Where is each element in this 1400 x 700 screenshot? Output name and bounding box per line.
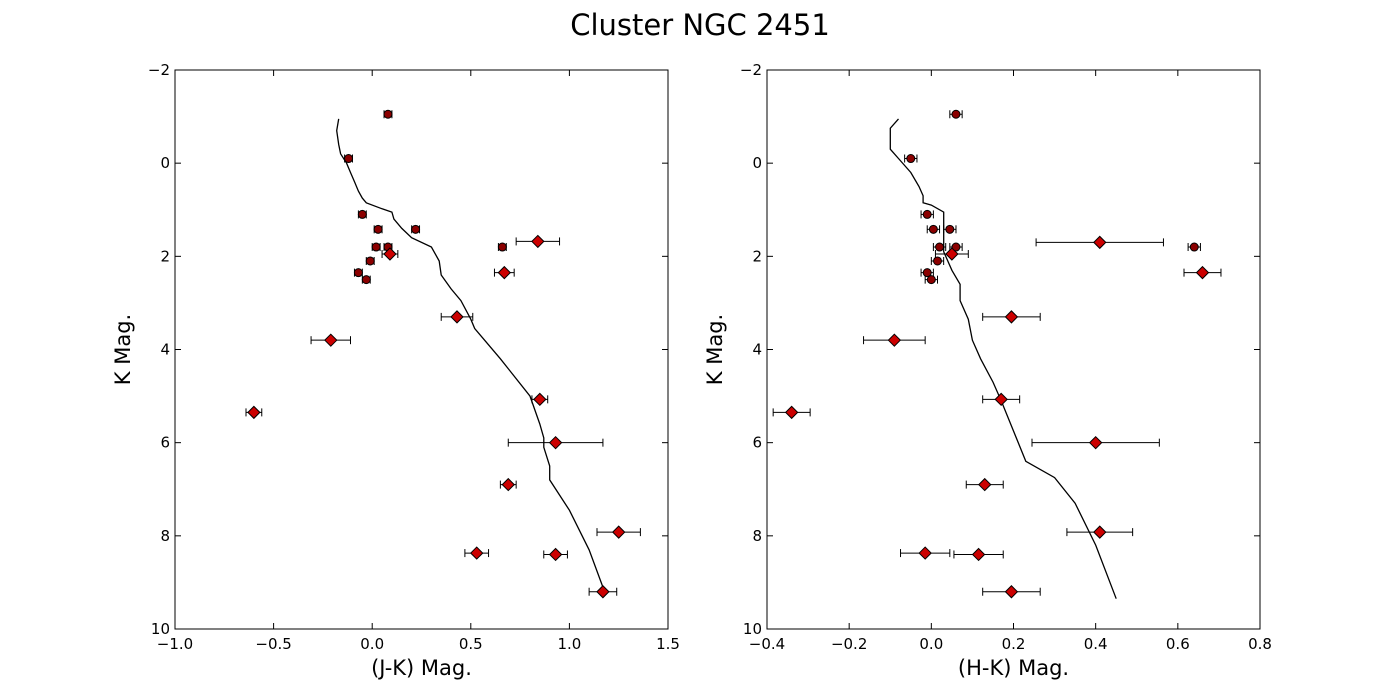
y-tick-label: 8 — [752, 527, 762, 545]
x-tick-label: 0.5 — [459, 635, 483, 653]
data-point-circle — [1189, 242, 1199, 252]
y-tick-label: 10 — [151, 620, 170, 638]
y-tick-label: 10 — [743, 620, 762, 638]
x-axis-label: (J-K) Mag. — [371, 656, 472, 680]
data-point-circle — [344, 154, 354, 164]
data-point-diamond — [1004, 585, 1019, 599]
data-point-diamond — [497, 265, 512, 280]
y-tick-label: 8 — [160, 527, 170, 545]
data-point-circle — [928, 224, 938, 234]
data-point-circle — [932, 256, 942, 266]
x-axis-label: (H-K) Mag. — [958, 656, 1069, 680]
data-point-circle — [365, 256, 375, 266]
y-tick-label: 0 — [160, 154, 170, 172]
y-tick-label: 6 — [752, 434, 762, 452]
axes-frame — [766, 69, 1261, 630]
data-point-circle — [922, 209, 932, 219]
data-point-diamond — [1195, 265, 1210, 280]
y-tick-label: 2 — [752, 247, 762, 265]
data-point-circle — [922, 268, 932, 278]
data-point-circle — [906, 154, 916, 164]
data-point-diamond — [383, 247, 397, 261]
data-point-diamond — [531, 234, 545, 249]
data-point-circle — [371, 242, 381, 252]
data-point-diamond — [1093, 525, 1107, 539]
data-point-circle — [361, 275, 371, 285]
data-point-circle — [935, 242, 945, 252]
data-point-circle — [373, 224, 383, 234]
data-point-diamond — [784, 405, 799, 420]
plot-panel-2: −0.4 −0.2 0.0 0.2 0.4 0.6 0.8 −2 0 2 4 6 8 10 (H-K) Ma… — [703, 61, 1272, 680]
figure-title: Cluster NGC 2451 — [570, 8, 830, 42]
x-tick-label: 0.2 — [1002, 635, 1026, 653]
y-tick-label: 6 — [160, 434, 170, 452]
data-point-diamond — [548, 435, 563, 450]
data-point-circle — [383, 109, 393, 119]
data-point-circle — [357, 209, 367, 219]
data-point-circle — [951, 242, 961, 252]
x-tick-label: 0.6 — [1166, 635, 1190, 653]
data-point-circle — [497, 242, 507, 252]
y-tick-label: 0 — [752, 154, 762, 172]
data-point-diamond — [918, 546, 932, 560]
axes-frame — [174, 69, 669, 630]
y-tick-label: 4 — [160, 341, 170, 359]
y-axis-label: K Mag. — [111, 314, 135, 385]
isochrone-line — [889, 118, 1117, 599]
data-point-diamond — [1088, 435, 1103, 450]
plot-panel-1: −1.0 −0.5 0.0 0.5 1.0 1.5 −2 0 2 4 6 8 10 (J-K) Mag. K… — [111, 61, 680, 680]
x-tick-label: 0.0 — [360, 635, 384, 653]
data-point-diamond — [548, 547, 563, 562]
data-point-diamond — [994, 392, 1008, 407]
data-point-circle — [945, 224, 955, 234]
data-point-diamond — [1004, 310, 1019, 324]
data-point-circle — [411, 224, 421, 234]
x-tick-label: −0.4 — [749, 635, 785, 653]
data-point-circle — [353, 268, 363, 278]
data-point-circle — [926, 275, 936, 285]
x-tick-label: 0.8 — [1248, 635, 1272, 653]
y-tick-label: 2 — [160, 247, 170, 265]
x-tick-label: −0.5 — [255, 635, 291, 653]
data-point-diamond — [945, 247, 959, 261]
data-point-diamond — [1093, 235, 1107, 250]
data-point-diamond — [501, 477, 515, 492]
data-point-diamond — [470, 546, 484, 560]
data-point-diamond — [978, 477, 992, 492]
x-tick-label: −1.0 — [157, 635, 193, 653]
x-tick-label: 0.4 — [1084, 635, 1108, 653]
x-tick-label: 0.0 — [919, 635, 943, 653]
y-tick-label: 4 — [752, 341, 762, 359]
data-point-diamond — [324, 333, 338, 347]
x-tick-label: 1.0 — [557, 635, 581, 653]
x-tick-label: −0.2 — [831, 635, 867, 653]
y-axis-label: K Mag. — [703, 314, 727, 385]
data-point-diamond — [247, 405, 261, 420]
isochrone-line — [336, 118, 604, 588]
x-tick-label: 1.5 — [656, 635, 680, 653]
data-point-diamond — [611, 525, 626, 539]
data-point-diamond — [887, 333, 902, 347]
y-tick-label: −2 — [148, 61, 170, 79]
data-point-diamond — [450, 310, 464, 324]
data-point-diamond — [596, 585, 610, 599]
y-tick-label: −2 — [740, 61, 762, 79]
data-point-circle — [951, 109, 961, 119]
data-point-diamond — [533, 392, 547, 407]
data-point-diamond — [971, 547, 986, 562]
